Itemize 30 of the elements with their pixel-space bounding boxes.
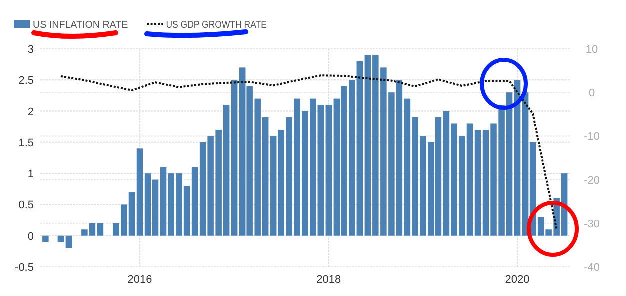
y-tick-label: 1.5 (18, 137, 34, 150)
bar (474, 130, 482, 236)
bar (66, 236, 72, 248)
y-tick-label: 2.5 (18, 75, 34, 88)
line-series (60, 74, 558, 231)
y2-tick-label: 0 (588, 88, 596, 100)
bar (514, 80, 521, 236)
bar (326, 105, 332, 236)
y-tick-label: 2 (28, 106, 34, 118)
y2-tick-label: -20 (584, 174, 600, 187)
y-tick-label: -0.5 (15, 262, 34, 274)
bar (42, 236, 49, 242)
bar (58, 236, 64, 242)
bar (192, 167, 198, 236)
y2-tick-label: -40 (584, 262, 600, 274)
y2-tick-label: -10 (584, 131, 600, 144)
bar (231, 80, 238, 236)
x-tick-label: 2018 (316, 274, 342, 286)
bar (97, 223, 104, 236)
x-tick-label: 2016 (128, 274, 152, 286)
bar (136, 148, 144, 236)
y-tick-label: 3 (28, 44, 34, 56)
y2-tick-label: 10 (586, 44, 598, 56)
y-tick-label: 1 (28, 168, 34, 181)
y-tick-label: 0 (28, 230, 34, 243)
y2-tick-label: -30 (584, 218, 600, 230)
legend-label: US INFLATION RATE (33, 20, 130, 31)
legend-label: US GDP GROWTH RATE (166, 20, 282, 31)
x-tick-label: 2020 (505, 274, 530, 286)
y-tick-label: 0.5 (18, 200, 34, 212)
